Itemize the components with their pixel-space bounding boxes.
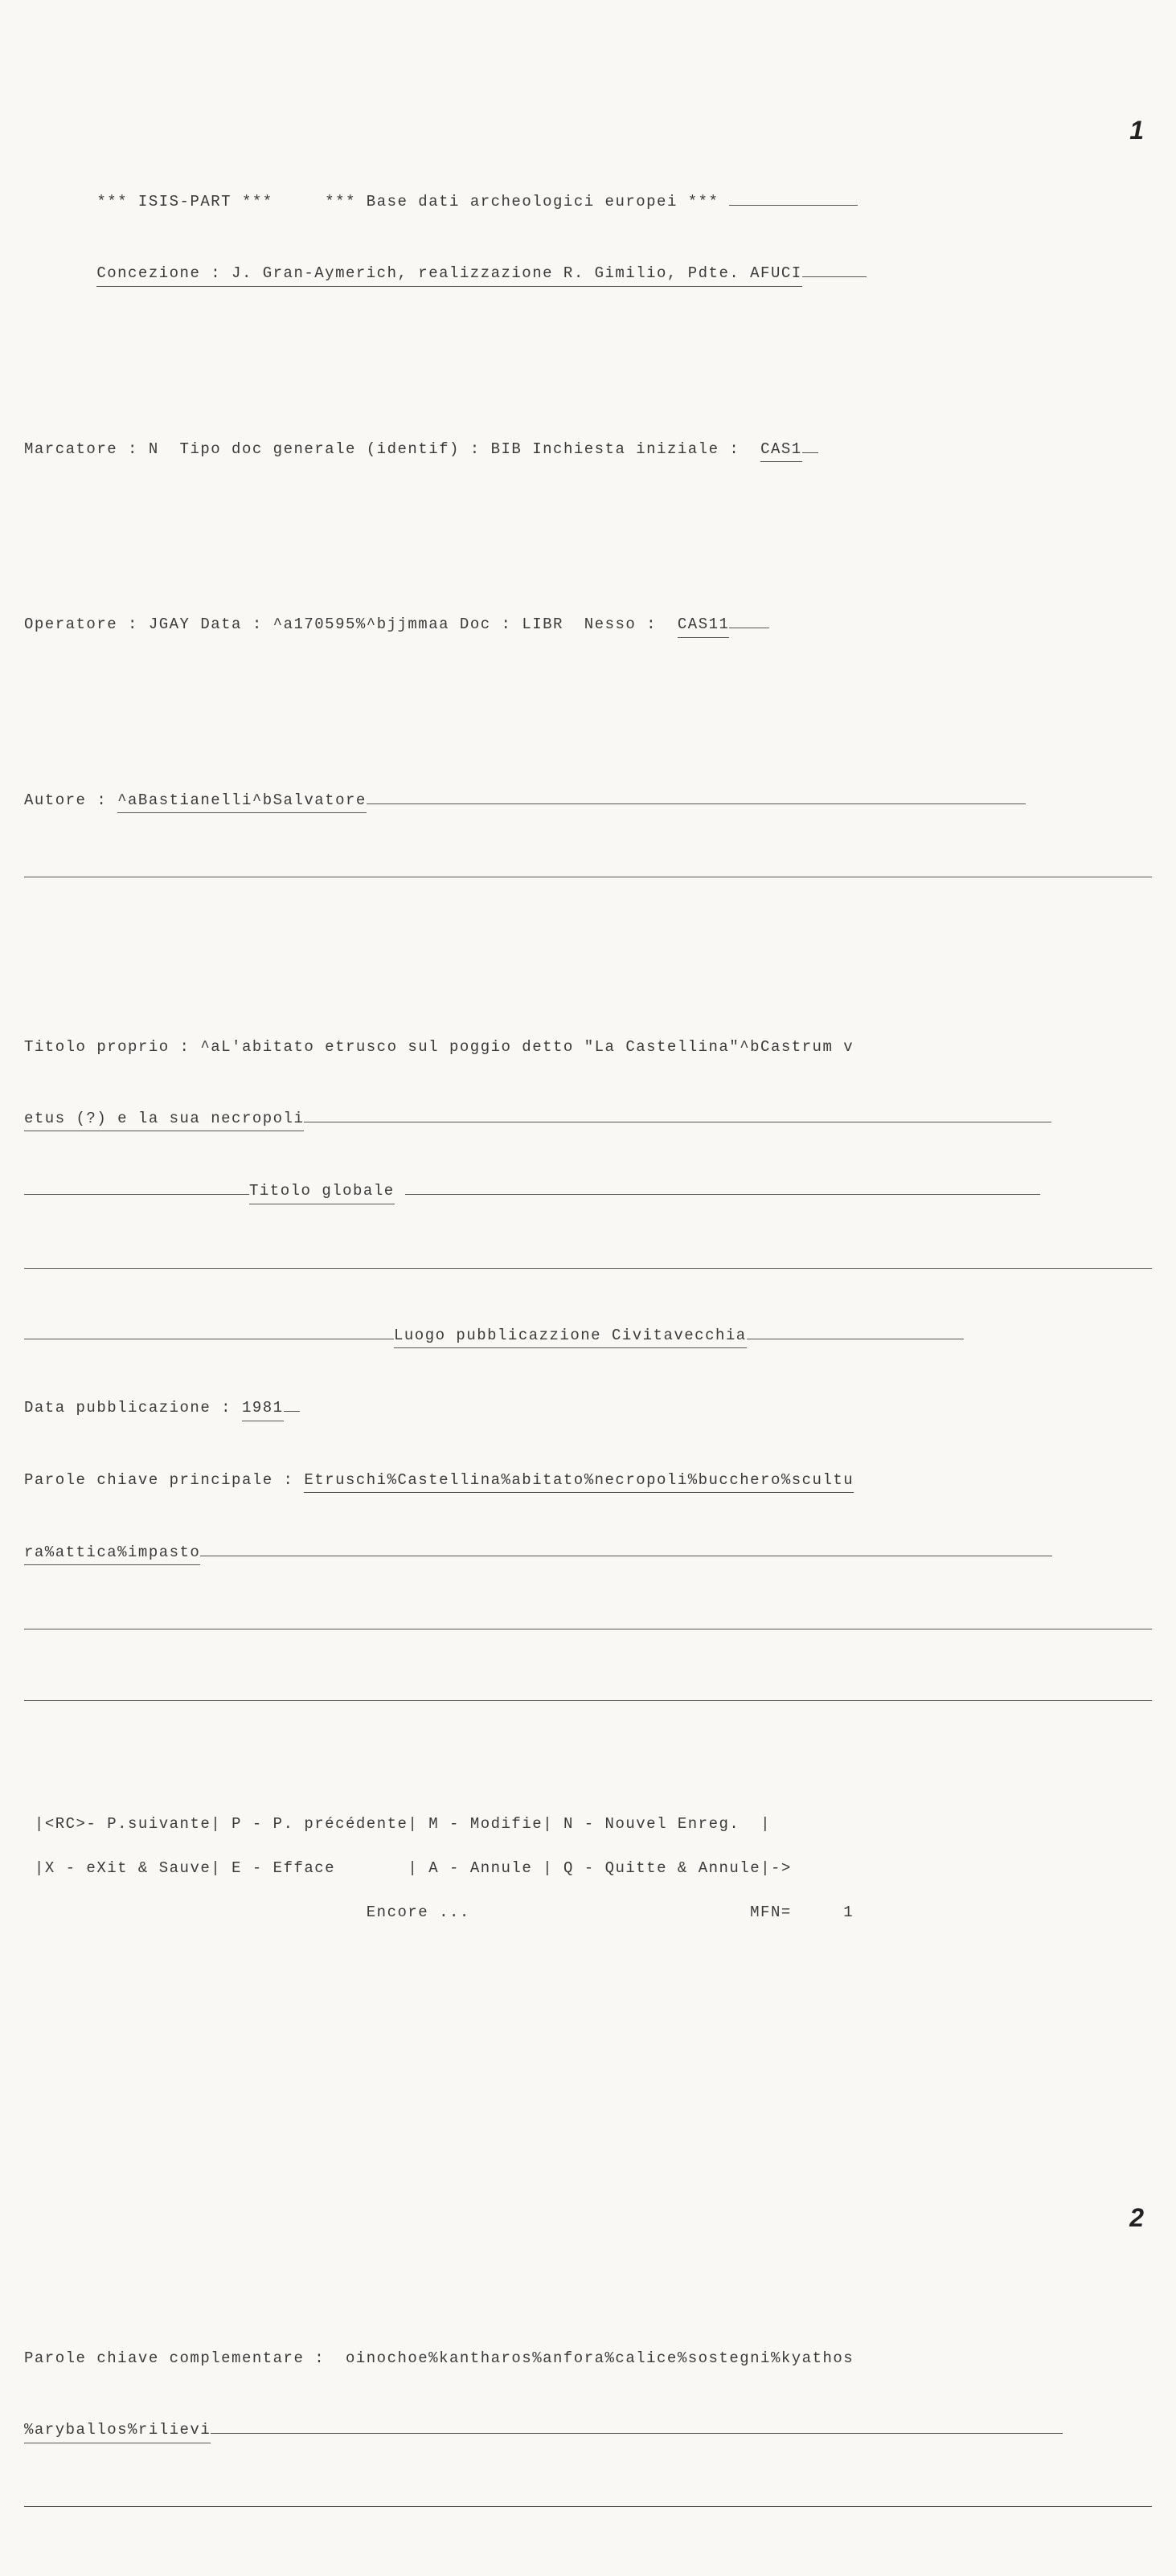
operatore-label: Operatore :: [24, 615, 138, 633]
menu-bar-1: |<RC>- P.suivante| P - P. précédente| M …: [24, 1791, 1152, 1968]
titolo-value-l1[interactable]: ^aL'abitato etrusco sul poggio detto "La…: [200, 1038, 854, 1056]
page-number-2: 2: [1129, 2198, 1144, 2239]
parole-comp-label: Parole chiave complementare :: [24, 2349, 325, 2367]
menu-encore: Encore ...: [367, 1903, 470, 1921]
mfn-value: 1: [843, 1903, 854, 1921]
marcatore-label: Marcatore :: [24, 440, 138, 458]
blank-line: [24, 861, 1152, 877]
blank-line: [24, 2491, 1152, 2508]
concezione-line: Concezione : J. Gran-Aymerich, realizzaz…: [96, 264, 801, 282]
data-label: Data :: [200, 615, 262, 633]
titolo-globale-label: Titolo globale: [249, 1182, 395, 1200]
menu-quit-cancel[interactable]: Q - Quitte & Annule: [563, 1859, 760, 1877]
header-row: *** ISIS-PART *** *** Base dati archeolo…: [24, 190, 1152, 214]
menu-erase[interactable]: E - Efface: [232, 1859, 335, 1877]
blank-line: [24, 1613, 1152, 1629]
menu-exit-save[interactable]: X - eXit & Sauve: [45, 1859, 211, 1877]
datapub-label: Data pubblicazione :: [24, 1399, 232, 1417]
nesso-value[interactable]: CAS11: [678, 615, 730, 633]
menu-prev[interactable]: P - P. précédente: [232, 1815, 408, 1833]
nesso-label: Nesso :: [584, 615, 657, 633]
marcatore-value[interactable]: N: [149, 440, 159, 458]
menu-rc-next[interactable]: <RC>- P.suivante: [45, 1815, 211, 1833]
tipodoc-label: Tipo doc generale (identif) :: [180, 440, 481, 458]
doc-value[interactable]: LIBR: [522, 615, 563, 633]
menu-new[interactable]: N - Nouvel Enreg.: [563, 1815, 740, 1833]
inchiesta-value[interactable]: CAS1: [760, 440, 802, 458]
data-value[interactable]: ^a170595%^bjjmmaa: [273, 615, 449, 633]
titolo-value-l2[interactable]: etus (?) e la sua necropoli: [24, 1110, 304, 1127]
menu-modify[interactable]: M - Modifie: [428, 1815, 543, 1833]
autore-value[interactable]: ^aBastianelli^bSalvatore: [117, 791, 367, 809]
header-right: *** Base dati archeologici europei ***: [325, 193, 719, 211]
header-left: *** ISIS-PART ***: [96, 193, 272, 211]
menu-cancel[interactable]: A - Annule: [428, 1859, 532, 1877]
parole-value-l2[interactable]: ra%attica%impasto: [24, 1544, 200, 1561]
page-number-1: 1: [1129, 111, 1144, 151]
mfn-label: MFN=: [750, 1903, 792, 1921]
datapub-value[interactable]: 1981: [242, 1399, 284, 1417]
operatore-value[interactable]: JGAY: [149, 615, 191, 633]
tipodoc-value[interactable]: BIB: [491, 440, 522, 458]
titolo-label: Titolo proprio :: [24, 1038, 190, 1056]
inchiesta-label: Inchiesta iniziale :: [532, 440, 740, 458]
luogo-value[interactable]: Civitavecchia: [612, 1327, 747, 1344]
parole-comp-l1[interactable]: oinochoe%kantharos%anfora%calice%sostegn…: [346, 2349, 854, 2367]
blank-line: [24, 1685, 1152, 1702]
doc-label: Doc :: [460, 615, 512, 633]
luogo-label: Luogo pubblicazzione: [394, 1327, 601, 1344]
menu-arrow: ->: [771, 1859, 792, 1877]
parole-value-l1[interactable]: Etruschi%Castellina%abitato%necropoli%bu…: [304, 1471, 854, 1489]
blank-line: [24, 2562, 1152, 2576]
parole-label: Parole chiave principale :: [24, 1471, 293, 1489]
parole-comp-l2[interactable]: %aryballos%rilievi: [24, 2421, 211, 2439]
autore-label: Autore :: [24, 791, 107, 809]
blank-line: [24, 1252, 1152, 1269]
